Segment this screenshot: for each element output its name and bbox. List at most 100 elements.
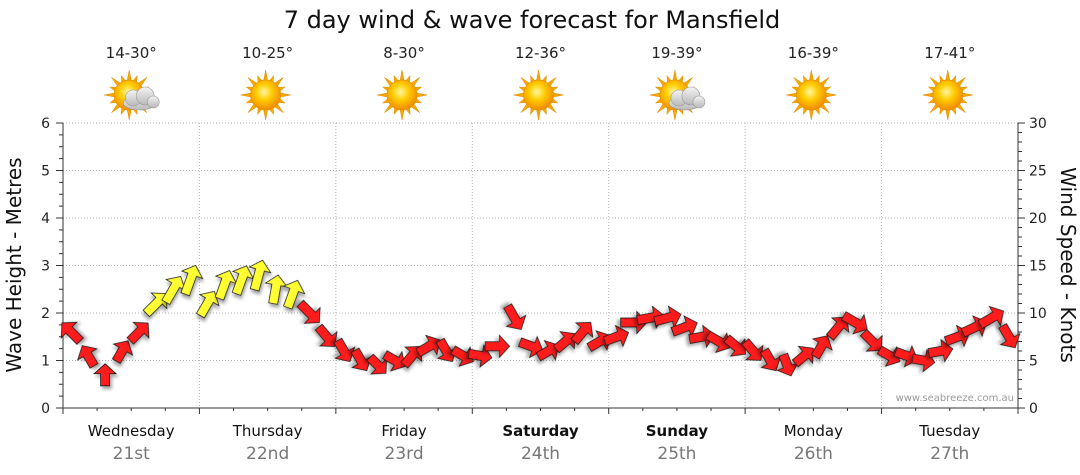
wind-arrow [296,299,321,324]
wind-arrow [180,264,204,297]
right-tick-label: 30 [1029,116,1047,132]
sun-rays [104,69,155,121]
right-axis-ticks: 0 5 10 15 20 25 30 [1029,116,1047,417]
wind-arrow [484,334,510,359]
wind-arrow [998,323,1021,349]
left-axis-ticks: 0 1 2 3 4 5 6 [41,116,50,417]
wind-arrow [653,305,682,329]
wind-arrow [670,315,698,338]
left-tick-label: 4 [41,211,50,227]
wind-arrow [876,345,901,367]
left-tick-label: 2 [41,306,50,322]
cloud-shape [668,86,706,111]
temperature-range-label: 19-39° [651,44,702,62]
weather-day: 10-25° [240,44,293,121]
wind-arrow [126,321,150,345]
wind-arrow [214,270,238,301]
sunny-icon [513,69,564,121]
weather-day: 17-41° [922,44,975,121]
wind-arrow [570,321,594,346]
wind-arrow [776,352,799,377]
right-tick-label: 10 [1029,306,1047,322]
wind-arrows [60,259,1021,387]
y-axis-label-left: Wave Height - Metres [2,157,26,372]
right-tick-label: 5 [1029,354,1038,370]
wind-arrow [535,339,560,362]
axes [56,122,1025,414]
right-tick-label: 20 [1029,211,1047,227]
y-axis-label-right: Wind Speed - Knots [1056,167,1080,363]
temperature-range-label: 8-30° [383,44,425,62]
sun-disc [932,79,964,111]
credit-text: www.seabreeze.com.au [896,393,1014,404]
day-name-label: Friday [381,422,427,440]
wind-arrow [264,274,289,305]
wind-arrow [231,265,255,296]
day-date-label: 21st [113,444,150,464]
weather-row: 14-30° 10-25° 8-30° 12-36° 19-39° 16-39° 17-41… [104,44,975,121]
wind-arrow [314,323,338,347]
temperature-range-label: 10-25° [242,44,293,62]
day-date-label: 24th [521,444,560,464]
wind-arrow [60,321,84,345]
wind-arrow [77,345,99,369]
day-name-label: Wednesday [88,422,175,440]
wind-arrow [602,324,630,348]
wind-arrow [350,347,372,372]
sun-disc [523,79,554,111]
partly-cloudy-icon [104,69,160,121]
temperature-range-label: 16-39° [788,44,839,62]
wind-arrow [826,316,850,341]
weather-day: 12-36° [513,44,566,121]
right-tick-label: 25 [1029,164,1047,180]
wind-arrow [810,335,833,360]
left-tick-label: 3 [41,259,50,275]
wind-arrow [366,353,388,375]
day-date-label: 25th [657,444,696,464]
weather-day: 14-30° [104,44,160,121]
wind-arrow [161,275,186,305]
wind-arrow [759,347,782,372]
sunny-icon [240,69,291,121]
day-name-label: Thursday [232,422,303,440]
partly-cloudy-icon [649,69,706,121]
left-tick-label: 1 [41,354,50,370]
sunny-icon [377,69,428,121]
sun-disc [386,79,418,111]
day-name-label: Sunday [646,422,709,440]
sun-disc [795,79,827,111]
day-name-label: Saturday [502,422,579,440]
wind-arrow [977,305,1005,329]
left-tick-label: 5 [41,164,50,180]
wind-arrow [705,330,731,354]
wind-arrow [93,363,118,387]
temperature-range-label: 14-30° [106,44,157,62]
weather-day: 19-39° [649,44,706,121]
day-date-label: 27th [930,444,969,464]
temperature-range-label: 12-36° [515,44,566,62]
right-tick-label: 15 [1029,259,1047,275]
left-tick-label: 6 [41,116,50,132]
left-tick-label: 0 [41,401,50,417]
sunny-icon [922,69,973,121]
weather-day: 8-30° [377,44,428,121]
day-date-label: 26th [794,444,833,464]
wind-arrow [248,259,272,292]
cloud-shape [122,86,160,111]
temperature-range-label: 17-41° [924,44,975,62]
wind-arrow [450,345,474,367]
day-date-label: 22nd [246,444,289,464]
wind-arrow [841,311,868,335]
day-date-label: 23rd [385,444,424,464]
wind-arrow [859,328,883,352]
sun-rays [922,69,973,121]
sunny-icon [786,69,837,121]
day-name-label: Tuesday [918,422,980,440]
weather-day: 16-39° [786,44,839,121]
sun-disc [250,79,282,111]
wind-arrow [435,337,458,362]
day-name-label: Monday [784,422,843,440]
wind-arrow [282,279,306,310]
wind-arrow [741,338,764,361]
